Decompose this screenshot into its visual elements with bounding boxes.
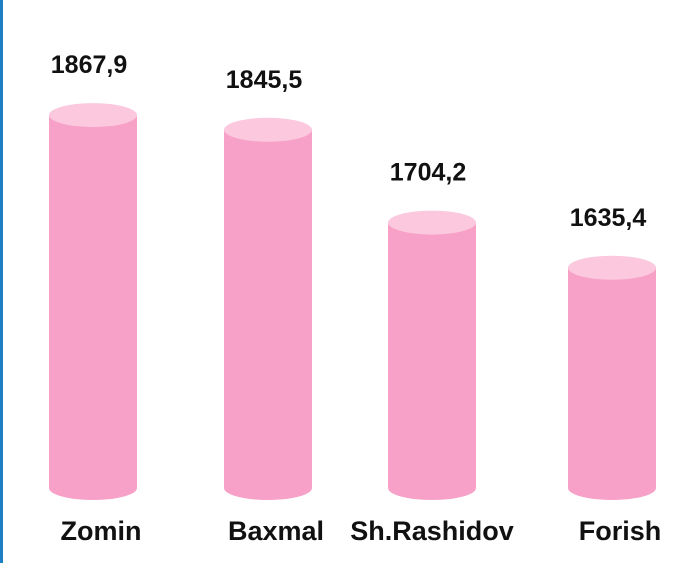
bar bbox=[49, 103, 137, 500]
value-label: 1845,5 bbox=[226, 66, 303, 94]
bar-body bbox=[388, 222, 476, 501]
bar-body bbox=[224, 129, 312, 500]
x-tick-label: Sh.Rashidov bbox=[350, 516, 514, 546]
bar-body bbox=[568, 267, 656, 500]
x-tick-label: Zomin bbox=[61, 516, 142, 546]
bar-top bbox=[49, 103, 137, 128]
bar-top bbox=[224, 117, 312, 142]
value-label: 1635,4 bbox=[570, 204, 647, 232]
x-tick-label: Baxmal bbox=[228, 516, 324, 546]
value-label: 1704,2 bbox=[390, 159, 466, 187]
bar bbox=[568, 255, 656, 500]
value-label: 1867,9 bbox=[51, 51, 127, 79]
x-tick-label: Forish bbox=[579, 516, 662, 546]
frame-edge bbox=[0, 0, 3, 563]
bar bbox=[388, 210, 476, 501]
bar-top bbox=[568, 255, 656, 280]
bar-top bbox=[388, 210, 476, 235]
bar bbox=[224, 117, 312, 500]
bar-body bbox=[49, 115, 137, 500]
